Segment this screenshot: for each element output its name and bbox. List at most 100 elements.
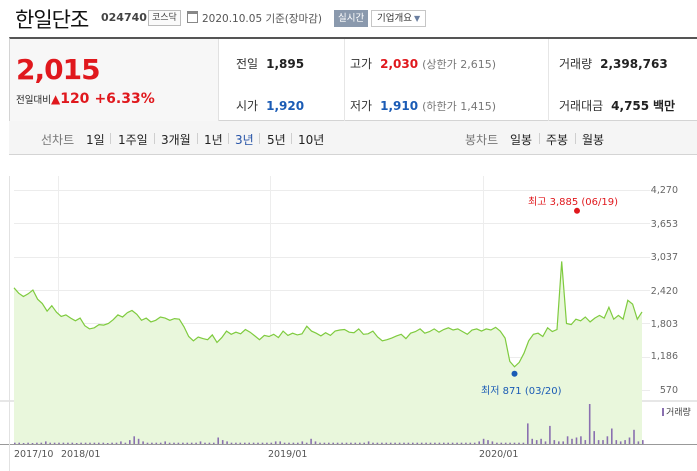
high-annotation: 최고 3,885 (06/19): [528, 197, 619, 208]
volume-bar: [195, 442, 197, 444]
volume-bar: [84, 442, 87, 444]
volume-bar: [429, 442, 432, 444]
volume-bar: [18, 442, 20, 444]
volume-bar: [332, 442, 334, 444]
divider: [197, 133, 198, 144]
volume-bar: [89, 442, 91, 444]
divider: [259, 133, 260, 144]
period-3y[interactable]: 3년: [235, 133, 254, 147]
volume-bar: [478, 441, 480, 444]
volume-bar: [491, 441, 494, 444]
volume-bar: [248, 442, 250, 444]
volume-bar: [602, 440, 604, 444]
volume-bar: [217, 437, 219, 444]
y-tick-label: 1,186: [650, 351, 678, 362]
period-1d[interactable]: 1일: [86, 133, 105, 147]
volume-bar: [80, 442, 82, 444]
candle-weekly[interactable]: 주봉: [546, 133, 569, 147]
volume-bar: [252, 442, 255, 444]
volume-bar: [558, 441, 560, 444]
volume-bar: [354, 442, 357, 444]
volume-bar: [31, 443, 34, 444]
volume-bar: [186, 442, 189, 444]
volume-bar: [266, 442, 268, 444]
volume-legend: 거래량: [662, 405, 691, 418]
prev-close: 전일 1,895: [236, 57, 305, 71]
volume-bar: [288, 442, 290, 444]
volume-bar: [151, 442, 153, 444]
volume-bar: [473, 442, 476, 444]
volume-bar: [566, 436, 569, 444]
volume-bar: [394, 442, 396, 444]
period-1w[interactable]: 1주일: [118, 133, 148, 147]
volume-bar: [381, 442, 383, 444]
volume-bar: [279, 441, 281, 444]
volume-bar: [451, 442, 454, 444]
volume-bar: [487, 440, 489, 444]
volume-bar: [518, 442, 520, 444]
period-3m[interactable]: 3개월: [161, 133, 191, 147]
company-overview-dropdown[interactable]: 기업개요 ▼: [371, 10, 427, 27]
market-badge: 코스닥: [148, 10, 181, 26]
volume-bar: [115, 442, 118, 444]
y-tick-label: 4,270: [650, 185, 678, 196]
x-tick-label: 2020/01: [479, 449, 519, 460]
calendar-icon: [187, 11, 198, 23]
volume-bar: [323, 442, 326, 444]
y-tick-label: 570: [659, 385, 678, 396]
volume-bar: [102, 442, 105, 444]
volume-bar: [314, 441, 317, 444]
price-chart[interactable]: 4,270 3,653 3,037 2,420 1,803 1,186 570 …: [0, 156, 697, 471]
volume-legend-swatch: [662, 408, 664, 416]
volume-bar: [106, 443, 109, 444]
x-tick-label: 2017/10: [14, 449, 54, 460]
volume-bar: [615, 440, 618, 444]
volume-bar: [62, 442, 65, 444]
volume-bar: [456, 442, 458, 444]
realtime-button[interactable]: 실시간: [334, 10, 369, 27]
divider: [539, 133, 540, 144]
volume-bar: [637, 441, 640, 444]
volume-bar: [120, 441, 122, 444]
volume-bar: [22, 443, 25, 444]
volume-bar: [336, 442, 339, 444]
volume-bar: [129, 440, 131, 444]
period-1y[interactable]: 1년: [204, 133, 223, 147]
period-5y[interactable]: 5년: [267, 133, 286, 147]
period-10y[interactable]: 10년: [298, 133, 325, 147]
high-marker: [574, 207, 580, 214]
change-label: 전일대비: [16, 95, 51, 106]
y-tick-label: 2,420: [650, 286, 678, 297]
candle-chart-label: 봉차트: [465, 133, 499, 147]
volume-bar: [588, 404, 591, 444]
volume-bar: [389, 442, 392, 444]
volume-bar: [111, 442, 113, 444]
volume-bar: [14, 442, 16, 444]
volume-bar: [98, 442, 100, 444]
volume-bar: [235, 442, 237, 444]
volume-bar: [434, 442, 436, 444]
volume-bar: [540, 438, 542, 444]
volume-bar: [53, 442, 56, 444]
volume-bar: [261, 442, 264, 444]
column-divider: [344, 39, 345, 121]
volume-bar: [27, 442, 29, 444]
day-high: 고가 2,030 (상한가 2,615): [350, 57, 496, 71]
candle-daily[interactable]: 일봉: [510, 133, 533, 147]
volume-bar: [182, 442, 184, 444]
candle-monthly[interactable]: 월봉: [582, 133, 605, 147]
volume-bar: [208, 442, 211, 444]
volume-bar: [367, 441, 370, 444]
volume-bar: [239, 442, 242, 444]
volume-bar: [420, 442, 423, 444]
volume-bar: [372, 442, 374, 444]
volume-bar: [363, 442, 365, 444]
volume-bar: [496, 442, 498, 444]
divider: [228, 133, 229, 144]
volume-bar: [221, 440, 224, 444]
volume-bar: [584, 440, 587, 444]
volume-bar: [350, 442, 352, 444]
y-tick-label: 1,803: [650, 319, 678, 330]
volume-bar: [438, 442, 441, 444]
volume-bar: [593, 431, 595, 444]
